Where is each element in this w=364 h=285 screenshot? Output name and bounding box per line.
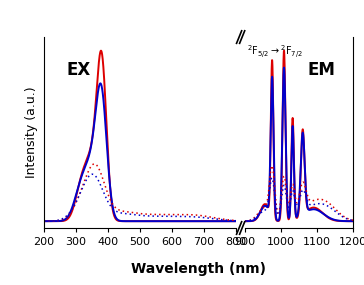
Text: $^2$F$_{5/2}$$\rightarrow$$^2$F$_{7/2}$: $^2$F$_{5/2}$$\rightarrow$$^2$F$_{7/2}$: [247, 43, 303, 60]
Text: EX: EX: [67, 61, 91, 79]
Y-axis label: Intensity (a.u.): Intensity (a.u.): [25, 87, 38, 178]
Text: Wavelength (nm): Wavelength (nm): [131, 262, 266, 276]
Text: EM: EM: [308, 61, 336, 79]
